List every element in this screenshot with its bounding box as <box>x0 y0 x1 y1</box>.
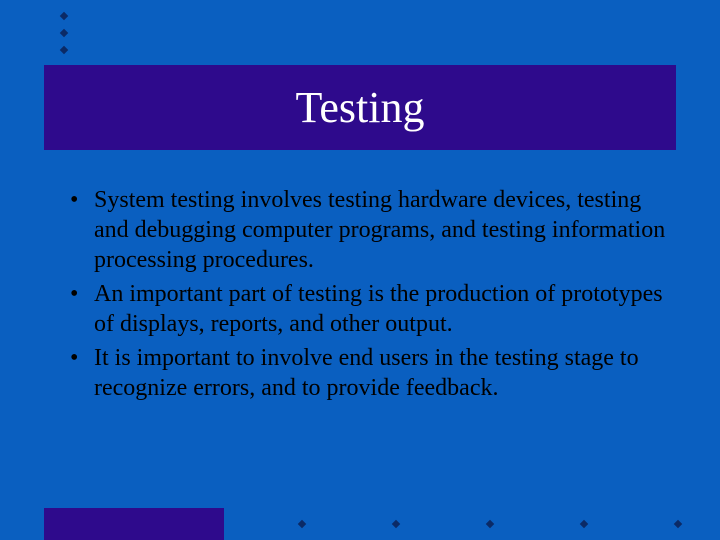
diamond-icon <box>60 46 68 54</box>
slide-title: Testing <box>296 82 425 133</box>
bullet-item: It is important to involve end users in … <box>70 343 670 403</box>
bullet-item: System testing involves testing hardware… <box>70 185 670 275</box>
diamond-icon <box>298 520 306 528</box>
title-bar: Testing <box>44 65 676 150</box>
bullet-list: System testing involves testing hardware… <box>70 185 670 407</box>
diamond-icon <box>674 520 682 528</box>
slide: Testing System testing involves testing … <box>0 0 720 540</box>
bottom-accent-bar <box>44 508 224 540</box>
bullet-item: An important part of testing is the prod… <box>70 279 670 339</box>
diamond-icon <box>580 520 588 528</box>
diamond-icon <box>60 12 68 20</box>
diamond-icon <box>486 520 494 528</box>
diamond-icon <box>60 29 68 37</box>
diamond-icon <box>392 520 400 528</box>
